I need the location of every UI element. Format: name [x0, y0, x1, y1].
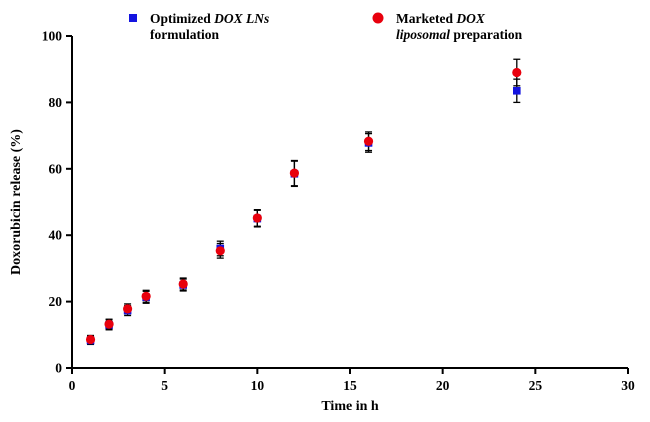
data-point-circle: [141, 291, 151, 301]
y-tick-label: 80: [49, 95, 63, 110]
legend-label: Marketed DOX: [396, 11, 486, 26]
x-tick-label: 25: [529, 378, 543, 393]
data-point-circle: [85, 334, 96, 345]
data-point-circle: [215, 246, 225, 256]
x-tick-label: 0: [69, 378, 76, 393]
data-point-circle: [363, 136, 374, 146]
data-point-circle: [512, 67, 522, 78]
y-tick-label: 100: [42, 29, 63, 44]
x-tick-label: 30: [621, 378, 635, 393]
data-point-circle: [123, 304, 133, 314]
y-axis-title: Doxorubicin release (%): [9, 129, 24, 275]
y-tick-label: 60: [49, 161, 63, 176]
data-point-square: [513, 86, 521, 95]
legend-marker-circle: [372, 12, 384, 24]
legend-marker-square: [129, 14, 137, 22]
legend-label: liposomal preparation: [396, 27, 523, 42]
y-tick-label: 40: [49, 228, 63, 243]
x-axis-title: Time in h: [321, 399, 379, 414]
x-tick-label: 10: [251, 378, 265, 393]
x-tick-label: 20: [436, 378, 450, 393]
x-tick-label: 15: [343, 378, 357, 393]
legend-label: formulation: [150, 27, 219, 42]
y-tick-label: 20: [49, 294, 63, 309]
data-point-circle: [178, 279, 188, 289]
data-point-circle: [104, 319, 114, 329]
data-point-circle: [252, 213, 262, 223]
y-tick-label: 0: [55, 361, 62, 376]
x-tick-label: 5: [161, 378, 168, 393]
legend-label: Optimized DOX LNs: [150, 11, 269, 26]
data-point-circle: [289, 168, 299, 178]
